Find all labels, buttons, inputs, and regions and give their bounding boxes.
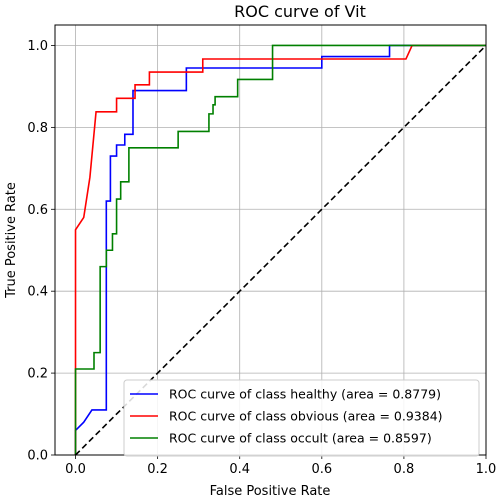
legend-entry-label: ROC curve of class obvious (area = 0.938… [169, 409, 443, 424]
x-tick-label: 0.4 [229, 462, 250, 477]
y-tick-label: 0.8 [27, 121, 48, 136]
series-line-occult [74, 44, 486, 455]
legend: ROC curve of class healthy (area = 0.877… [123, 379, 480, 457]
x-tick-label: 0.0 [65, 462, 86, 477]
legend-box [123, 379, 480, 457]
chart-title: ROC curve of Vit [234, 2, 366, 21]
y-tick-label: 0.0 [27, 449, 48, 464]
x-tick-label: 1.0 [476, 462, 497, 477]
series-line-obvious [74, 44, 486, 455]
legend-entry-label: ROC curve of class healthy (area = 0.877… [169, 387, 441, 402]
y-axis-label: True Positive Rate [4, 182, 19, 299]
series-line-healthy [74, 44, 486, 455]
legend-entry-label: ROC curve of class occult (area = 0.8597… [169, 431, 432, 446]
x-tick-label: 0.6 [311, 462, 332, 477]
y-tick-label: 0.4 [27, 285, 48, 300]
x-axis-label: False Positive Rate [210, 484, 331, 499]
grid [55, 25, 487, 456]
y-axis-ticks: 0.0 0.2 0.4 0.6 0.8 1.0 [27, 39, 55, 464]
x-tick-label: 0.8 [394, 462, 415, 477]
y-tick-label: 0.6 [27, 203, 48, 218]
y-tick-label: 1.0 [27, 39, 48, 54]
x-tick-label: 0.2 [147, 462, 168, 477]
y-tick-label: 0.2 [27, 367, 48, 382]
